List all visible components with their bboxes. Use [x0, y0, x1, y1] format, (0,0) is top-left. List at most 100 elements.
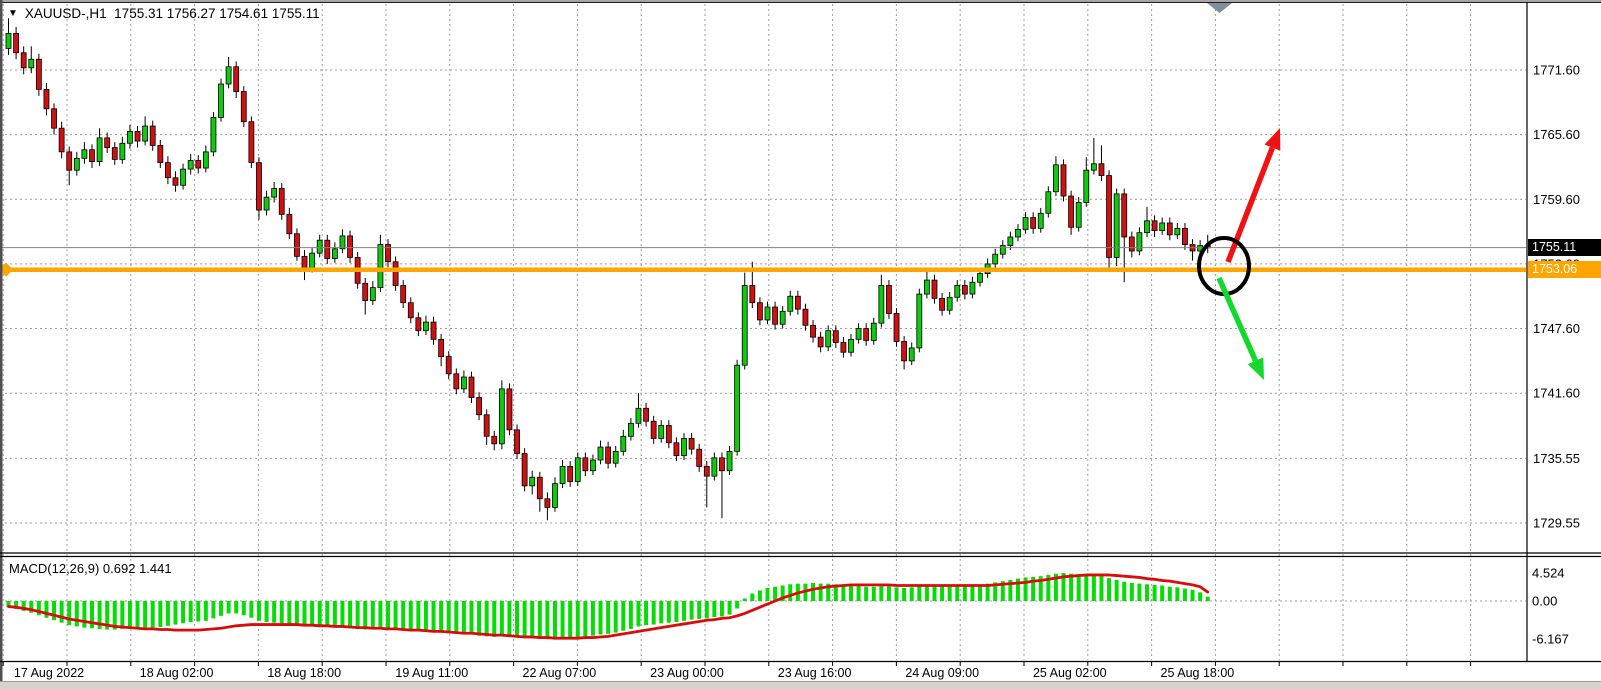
- macd-histogram-bar: [978, 584, 983, 601]
- macd-histogram-bar: [644, 601, 649, 626]
- macd-histogram-bar: [196, 601, 201, 622]
- macd-histogram-bar: [1152, 584, 1157, 601]
- price-axis-label: 1729.55: [1533, 516, 1580, 531]
- macd-histogram-bar: [1008, 579, 1013, 601]
- macd-histogram-bar: [940, 585, 945, 601]
- candle: [271, 182, 278, 203]
- macd-histogram-bar: [833, 584, 838, 601]
- macd-histogram-bar: [44, 601, 49, 618]
- candle: [225, 57, 232, 89]
- macd-histogram-bar: [1167, 586, 1172, 601]
- candle: [453, 368, 460, 395]
- candle: [764, 301, 771, 325]
- macd-histogram-bar: [469, 601, 474, 635]
- macd-histogram-bar: [590, 601, 595, 636]
- macd-histogram-bar: [894, 587, 899, 601]
- macd-histogram-bar: [522, 601, 527, 639]
- candle: [263, 190, 270, 216]
- candle: [688, 433, 695, 455]
- macd-histogram-bar: [181, 601, 186, 624]
- macd-histogram-bar: [560, 601, 565, 639]
- candle: [324, 234, 331, 264]
- macd-histogram-bar: [52, 601, 57, 621]
- macd-histogram-bar: [74, 601, 79, 627]
- candle: [886, 280, 892, 319]
- candle: [498, 380, 505, 450]
- macd-histogram-bar: [583, 601, 588, 637]
- candle: [187, 154, 194, 175]
- bearish-projection-arrow[interactable]: [1216, 276, 1264, 380]
- macd-histogram-bar: [871, 586, 876, 601]
- macd-histogram-bar: [507, 601, 512, 637]
- candle: [703, 461, 710, 508]
- macd-histogram-bar: [1038, 576, 1043, 601]
- macd-histogram-bar: [659, 601, 664, 624]
- macd-histogram-bar: [59, 601, 64, 623]
- candle: [544, 492, 551, 521]
- hline-price-badge: 1753.06: [1528, 261, 1601, 278]
- macd-histogram-bar: [1015, 578, 1020, 601]
- macd-histogram-bar: [682, 601, 687, 621]
- macd-histogram-bar: [1053, 573, 1058, 601]
- candle: [627, 417, 634, 441]
- candle: [81, 142, 88, 164]
- candle: [567, 461, 574, 487]
- candle: [331, 242, 338, 263]
- drawn-annotations[interactable]: [1197, 128, 1281, 380]
- candle: [1037, 207, 1044, 233]
- candle: [43, 82, 50, 116]
- candle: [1144, 206, 1150, 237]
- macd-histogram-bar: [697, 601, 702, 619]
- macd-histogram-bar: [1175, 587, 1180, 601]
- macd-histogram-bar: [886, 586, 891, 601]
- macd-axis-label: 0.00: [1532, 594, 1557, 609]
- macd-histogram-bar: [82, 601, 87, 628]
- macd-histogram-bar: [446, 601, 451, 634]
- macd-histogram-bar: [712, 601, 717, 618]
- candle: [438, 333, 445, 367]
- macd-histogram-bar: [1076, 574, 1081, 601]
- candle: [931, 274, 938, 304]
- candle: [58, 121, 65, 159]
- macd-histogram-bar: [188, 601, 193, 623]
- macd-histogram-bar: [112, 601, 117, 630]
- candle: [529, 470, 536, 495]
- candle: [1075, 197, 1082, 232]
- macd-histogram-bar: [97, 601, 102, 629]
- candle: [127, 124, 133, 149]
- candle: [832, 325, 839, 348]
- macd-histogram-bar: [1084, 574, 1089, 601]
- macd-histogram-bar: [302, 601, 307, 626]
- candle: [582, 452, 589, 477]
- macd-histogram-bar: [757, 590, 762, 601]
- candle: [240, 86, 247, 128]
- candle: [1121, 188, 1128, 283]
- time-axis-label: 25 Aug 02:00: [1033, 666, 1107, 680]
- candle: [863, 323, 870, 346]
- candle: [772, 301, 778, 330]
- axis-labels: 1771.601765.601759.601753.601747.601741.…: [14, 63, 1580, 681]
- time-axis-label: 23 Aug 16:00: [778, 666, 852, 680]
- candle: [483, 409, 490, 445]
- candle: [278, 183, 285, 220]
- candle: [1159, 217, 1166, 235]
- candle: [104, 132, 111, 153]
- candle: [460, 370, 467, 394]
- horizontal-line-object[interactable]: [0, 262, 1526, 277]
- candle: [119, 136, 126, 164]
- macd-histogram-bar: [1061, 572, 1066, 601]
- candle: [294, 228, 300, 261]
- macd-indicator-label: MACD(12,26,9) 0.692 1.441: [9, 561, 172, 576]
- symbol-dropdown-icon[interactable]: ▼: [8, 7, 18, 19]
- macd-histogram-bar: [788, 584, 793, 601]
- macd-histogram-bar: [552, 601, 557, 639]
- candle: [992, 248, 999, 269]
- macd-histogram-bar: [719, 601, 724, 617]
- macd-histogram-bar: [970, 585, 975, 601]
- candle: [870, 317, 877, 345]
- macd-histogram-bar: [606, 601, 611, 634]
- macd-histogram-bar: [165, 601, 170, 626]
